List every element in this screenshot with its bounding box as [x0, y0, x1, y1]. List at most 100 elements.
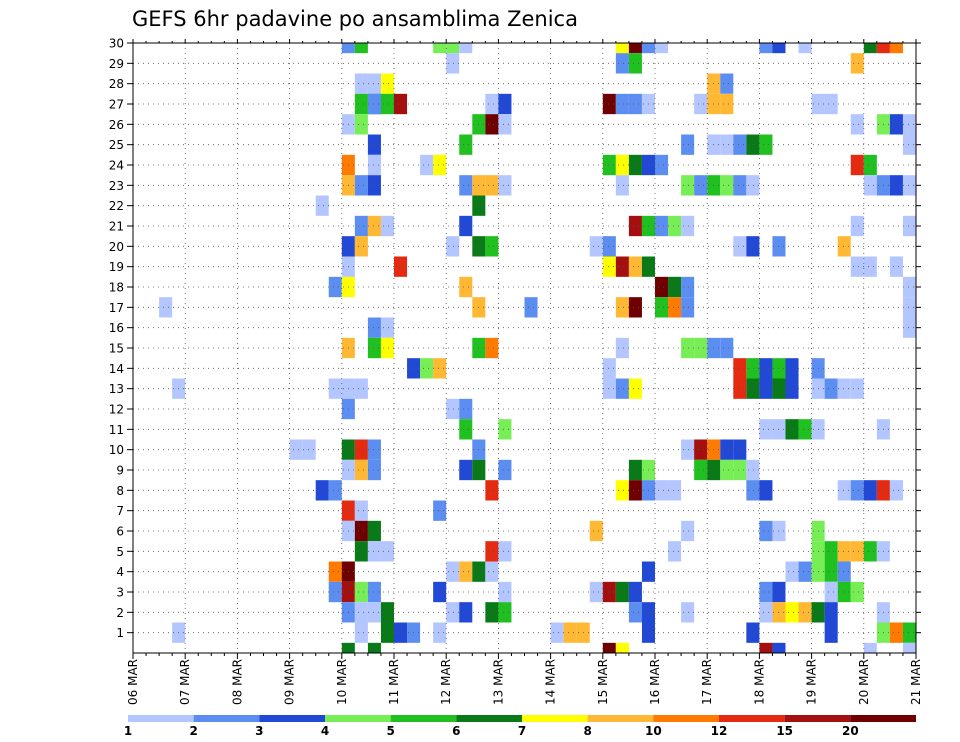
heatmap-cell	[459, 134, 473, 155]
heatmap-cell	[694, 175, 708, 196]
x-axis-ticks: 06 MAR 07 MAR 08 MAR 09 MAR 10 MAR 11 MAR 12 M…	[126, 39, 923, 705]
heatmap-cell	[354, 73, 368, 94]
y-tick-label: 1	[116, 626, 124, 640]
heatmap-cell	[485, 93, 499, 115]
heatmap-cell	[628, 581, 642, 603]
legend-label: 8	[583, 724, 591, 738]
heatmap-cell	[602, 358, 616, 379]
heatmap-cell	[485, 175, 499, 196]
heatmap-cell	[628, 256, 642, 277]
heatmap-cell	[524, 297, 538, 318]
heatmap-cell	[485, 236, 499, 257]
heatmap-cell	[459, 602, 473, 623]
heatmap-cell	[798, 419, 812, 440]
heatmap-cell	[863, 541, 877, 562]
heatmap-cell	[785, 602, 799, 623]
heatmap-cell	[837, 561, 851, 582]
heatmap-cell	[615, 256, 629, 277]
legend-swatch	[784, 715, 851, 722]
heatmap-cell	[824, 561, 838, 582]
x-tick-label: 15 MAR	[596, 659, 610, 705]
heatmap-cell	[628, 480, 642, 501]
heatmap-cell	[615, 154, 629, 176]
heatmap-cell	[785, 419, 799, 440]
heatmap-cell	[459, 215, 473, 237]
y-tick-label: 10	[109, 443, 124, 457]
heatmap-cell	[433, 154, 447, 176]
heatmap-cell	[446, 43, 460, 54]
heatmap-cell	[328, 276, 342, 298]
heatmap-cell	[681, 215, 695, 237]
heatmap-cell	[615, 93, 629, 115]
heatmap-cell	[733, 439, 747, 460]
y-tick-label: 19	[109, 260, 124, 274]
heatmap-cell	[367, 93, 381, 115]
heatmap-cell	[641, 43, 655, 54]
heatmap-cell	[746, 480, 760, 501]
heatmap-cell	[863, 480, 877, 501]
heatmap-cell	[668, 276, 682, 298]
heatmap-cell	[759, 419, 773, 440]
heatmap-cell	[720, 73, 734, 94]
heatmap-cell	[694, 93, 708, 115]
heatmap-cell	[446, 53, 460, 74]
heatmap-cell	[798, 602, 812, 623]
y-axis-ticks: 1234567891011121314151617181920212223242…	[109, 37, 921, 640]
heatmap-cell	[837, 480, 851, 501]
heatmap-cell	[733, 236, 747, 257]
heatmap-cell	[354, 215, 368, 237]
heatmap-cell	[354, 602, 368, 623]
heatmap-cell	[824, 93, 838, 115]
heatmap-cell	[315, 480, 329, 501]
heatmap-cell	[785, 358, 799, 379]
heatmap-cell	[420, 358, 434, 379]
y-tick-label: 28	[109, 77, 124, 91]
heatmap-cell	[720, 439, 734, 460]
heatmap-cell	[628, 378, 642, 399]
x-tick-label: 20 MAR	[857, 659, 871, 705]
x-tick-label: 17 MAR	[700, 659, 714, 705]
heatmap-cell	[902, 622, 916, 643]
legend-label: 5	[386, 724, 394, 738]
chart-title: GEFS 6hr padavine po ansamblima Zenica	[132, 7, 578, 31]
y-tick-label: 26	[109, 118, 124, 132]
heatmap-cell	[394, 256, 408, 277]
heatmap-cell	[367, 175, 381, 196]
legend-swatch	[128, 715, 194, 722]
heatmap-cell	[628, 53, 642, 74]
heatmap-cell	[367, 337, 381, 359]
heatmap-cell	[459, 175, 473, 196]
heatmap-cell	[668, 480, 682, 501]
heatmap-cell	[615, 642, 629, 653]
heatmap-cell	[328, 581, 342, 603]
heatmap-cell	[824, 622, 838, 643]
heatmap-cells	[159, 43, 916, 653]
heatmap-cell	[485, 561, 499, 582]
heatmap-cell	[328, 378, 342, 399]
x-tick-label: 11 MAR	[387, 659, 401, 705]
heatmap-cell	[433, 358, 447, 379]
heatmap-cell	[289, 439, 303, 460]
y-tick-label: 6	[116, 525, 124, 539]
heatmap-cell	[798, 561, 812, 582]
heatmap-cell	[837, 541, 851, 562]
heatmap-cell	[746, 459, 760, 481]
heatmap-cell	[837, 581, 851, 603]
heatmap-cell	[850, 541, 864, 562]
heatmap-cell	[837, 378, 851, 399]
heatmap-cell	[615, 378, 629, 399]
heatmap-cell	[889, 114, 903, 135]
x-tick-label: 14 MAR	[544, 659, 558, 705]
heatmap-cell	[602, 154, 616, 176]
heatmap-cell	[824, 602, 838, 623]
x-tick-label: 10 MAR	[335, 659, 349, 705]
heatmap-cell	[420, 154, 434, 176]
y-tick-label: 29	[109, 57, 124, 71]
heatmap-cell	[850, 256, 864, 277]
heatmap-cell	[720, 459, 734, 481]
heatmap-cell	[733, 134, 747, 155]
heatmap-cell	[759, 480, 773, 501]
heatmap-cell	[759, 581, 773, 603]
heatmap-cell	[889, 256, 903, 277]
heatmap-cell	[824, 581, 838, 603]
